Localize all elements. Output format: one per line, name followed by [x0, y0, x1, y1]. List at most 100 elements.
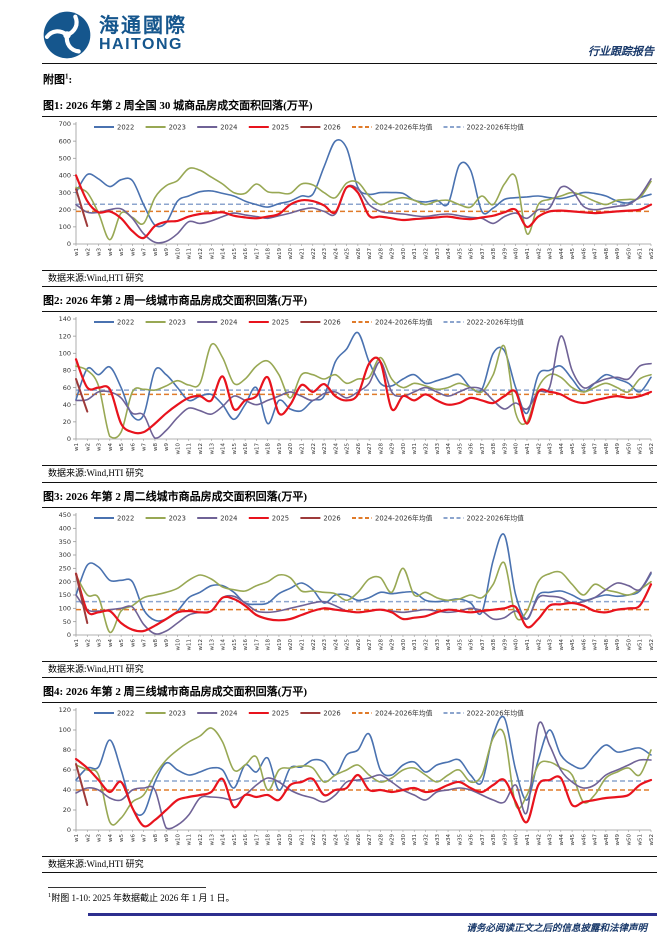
svg-text:w5: w5 [119, 248, 125, 256]
svg-text:w51: w51 [638, 248, 644, 260]
logo-english-name: HAITONG [99, 35, 183, 53]
svg-text:w40: w40 [514, 638, 520, 650]
svg-text:w48: w48 [604, 833, 610, 845]
svg-text:w29: w29 [390, 443, 396, 455]
svg-text:w44: w44 [559, 248, 565, 260]
svg-text:w20: w20 [288, 443, 294, 455]
svg-text:w7: w7 [142, 638, 148, 646]
svg-text:w32: w32 [424, 834, 430, 846]
svg-text:w22: w22 [311, 248, 317, 260]
svg-text:w51: w51 [638, 443, 644, 455]
svg-text:w13: w13 [209, 833, 215, 845]
svg-text:w10: w10 [175, 833, 181, 845]
svg-text:w30: w30 [401, 833, 407, 845]
svg-text:w46: w46 [581, 443, 587, 455]
figure-1: 图1: 2026 年第 2 周全国 30 城商品房成交面积回落(万平) 0 100… [42, 95, 657, 288]
svg-text:w5: w5 [119, 833, 125, 841]
svg-text:w50: w50 [626, 638, 632, 650]
svg-text:w50: w50 [626, 833, 632, 845]
svg-text:w43: w43 [548, 443, 554, 455]
svg-text:w36: w36 [469, 638, 475, 650]
svg-text:2024-2026年均值: 2024-2026年均值 [375, 318, 433, 327]
svg-text:w28: w28 [378, 638, 384, 650]
figure-4-title: 图4: 2026 年第 2 周三线城市商品房成交面积回落(万平) [42, 681, 657, 703]
svg-text:w5: w5 [119, 638, 125, 646]
svg-text:w26: w26 [356, 443, 362, 455]
svg-text:w52: w52 [649, 443, 655, 455]
svg-text:w21: w21 [299, 834, 305, 846]
svg-text:w21: w21 [299, 248, 305, 260]
svg-text:w31: w31 [412, 639, 418, 651]
svg-text:w46: w46 [581, 833, 587, 845]
figure-3-source: 数据来源:Wind,HTI 研究 [42, 660, 657, 678]
svg-text:w5: w5 [119, 443, 125, 451]
svg-text:w23: w23 [322, 638, 328, 650]
svg-text:2023: 2023 [169, 319, 186, 327]
svg-text:w38: w38 [491, 833, 497, 845]
svg-text:w22: w22 [311, 834, 317, 846]
svg-text:2022: 2022 [117, 514, 134, 522]
svg-text:50: 50 [63, 617, 71, 625]
svg-text:450: 450 [59, 511, 71, 519]
svg-text:w35: w35 [457, 248, 463, 260]
svg-text:w7: w7 [142, 248, 148, 256]
svg-text:w15: w15 [232, 638, 238, 650]
svg-text:w49: w49 [615, 638, 621, 650]
svg-text:w37: w37 [480, 248, 486, 260]
svg-text:w49: w49 [615, 248, 621, 260]
svg-text:w43: w43 [548, 833, 554, 845]
svg-text:w40: w40 [514, 248, 520, 260]
line-chart-svg: 0 100 200 300 400 500 600 700 w1 w2 w3 w4 w5 w6 w7 w8 w9… [59, 120, 655, 260]
svg-text:100: 100 [59, 350, 71, 358]
svg-text:w33: w33 [435, 248, 441, 260]
svg-text:w2: w2 [85, 248, 91, 256]
svg-text:w17: w17 [254, 443, 260, 455]
svg-text:w32: w32 [424, 248, 430, 260]
svg-text:w42: w42 [536, 443, 542, 455]
svg-text:2024: 2024 [220, 319, 237, 327]
svg-text:500: 500 [59, 154, 71, 162]
svg-text:w28: w28 [378, 833, 384, 845]
svg-text:100: 100 [59, 604, 71, 612]
svg-text:w23: w23 [322, 248, 328, 260]
svg-text:w14: w14 [221, 443, 227, 455]
svg-text:w24: w24 [333, 833, 339, 845]
svg-text:w11: w11 [187, 443, 193, 455]
svg-text:w23: w23 [322, 443, 328, 455]
svg-text:w31: w31 [412, 248, 418, 260]
svg-text:w35: w35 [457, 833, 463, 845]
svg-text:600: 600 [59, 137, 71, 145]
svg-text:2022-2026年均值: 2022-2026年均值 [467, 318, 525, 327]
svg-text:w33: w33 [435, 833, 441, 845]
svg-text:2025: 2025 [272, 709, 289, 717]
figure-2-chart: 0 20 40 60 80 100 120 140 w1 w2 w3 w4 w5 w6 w7 w8 w9 w10 w… [42, 312, 657, 465]
figure-4-source: 数据来源:Wind,HTI 研究 [42, 855, 657, 873]
svg-text:w13: w13 [209, 638, 215, 650]
svg-text:w51: w51 [638, 639, 644, 651]
svg-text:150: 150 [59, 591, 71, 599]
svg-text:w18: w18 [266, 248, 272, 260]
svg-text:w9: w9 [164, 833, 170, 841]
svg-text:w41: w41 [525, 834, 531, 846]
svg-text:w48: w48 [604, 248, 610, 260]
figure-3-title: 图3: 2026 年第 2 周二线城市商品房成交面积回落(万平) [42, 486, 657, 508]
svg-text:w42: w42 [536, 248, 542, 260]
svg-text:2026: 2026 [323, 319, 340, 327]
svg-text:120: 120 [59, 333, 71, 341]
svg-text:w49: w49 [615, 833, 621, 845]
svg-text:2026: 2026 [323, 514, 340, 522]
svg-text:w41: w41 [525, 443, 531, 455]
svg-text:60: 60 [63, 766, 71, 774]
svg-text:2025: 2025 [272, 514, 289, 522]
svg-text:w48: w48 [604, 443, 610, 455]
svg-text:w51: w51 [638, 834, 644, 846]
svg-text:w18: w18 [266, 638, 272, 650]
svg-text:w45: w45 [570, 638, 576, 650]
svg-text:w16: w16 [243, 638, 249, 650]
svg-text:w9: w9 [164, 638, 170, 646]
footnote-marker: 1 [48, 892, 52, 899]
svg-text:w14: w14 [221, 638, 227, 650]
svg-text:w2: w2 [85, 443, 91, 451]
svg-text:w20: w20 [288, 833, 294, 845]
